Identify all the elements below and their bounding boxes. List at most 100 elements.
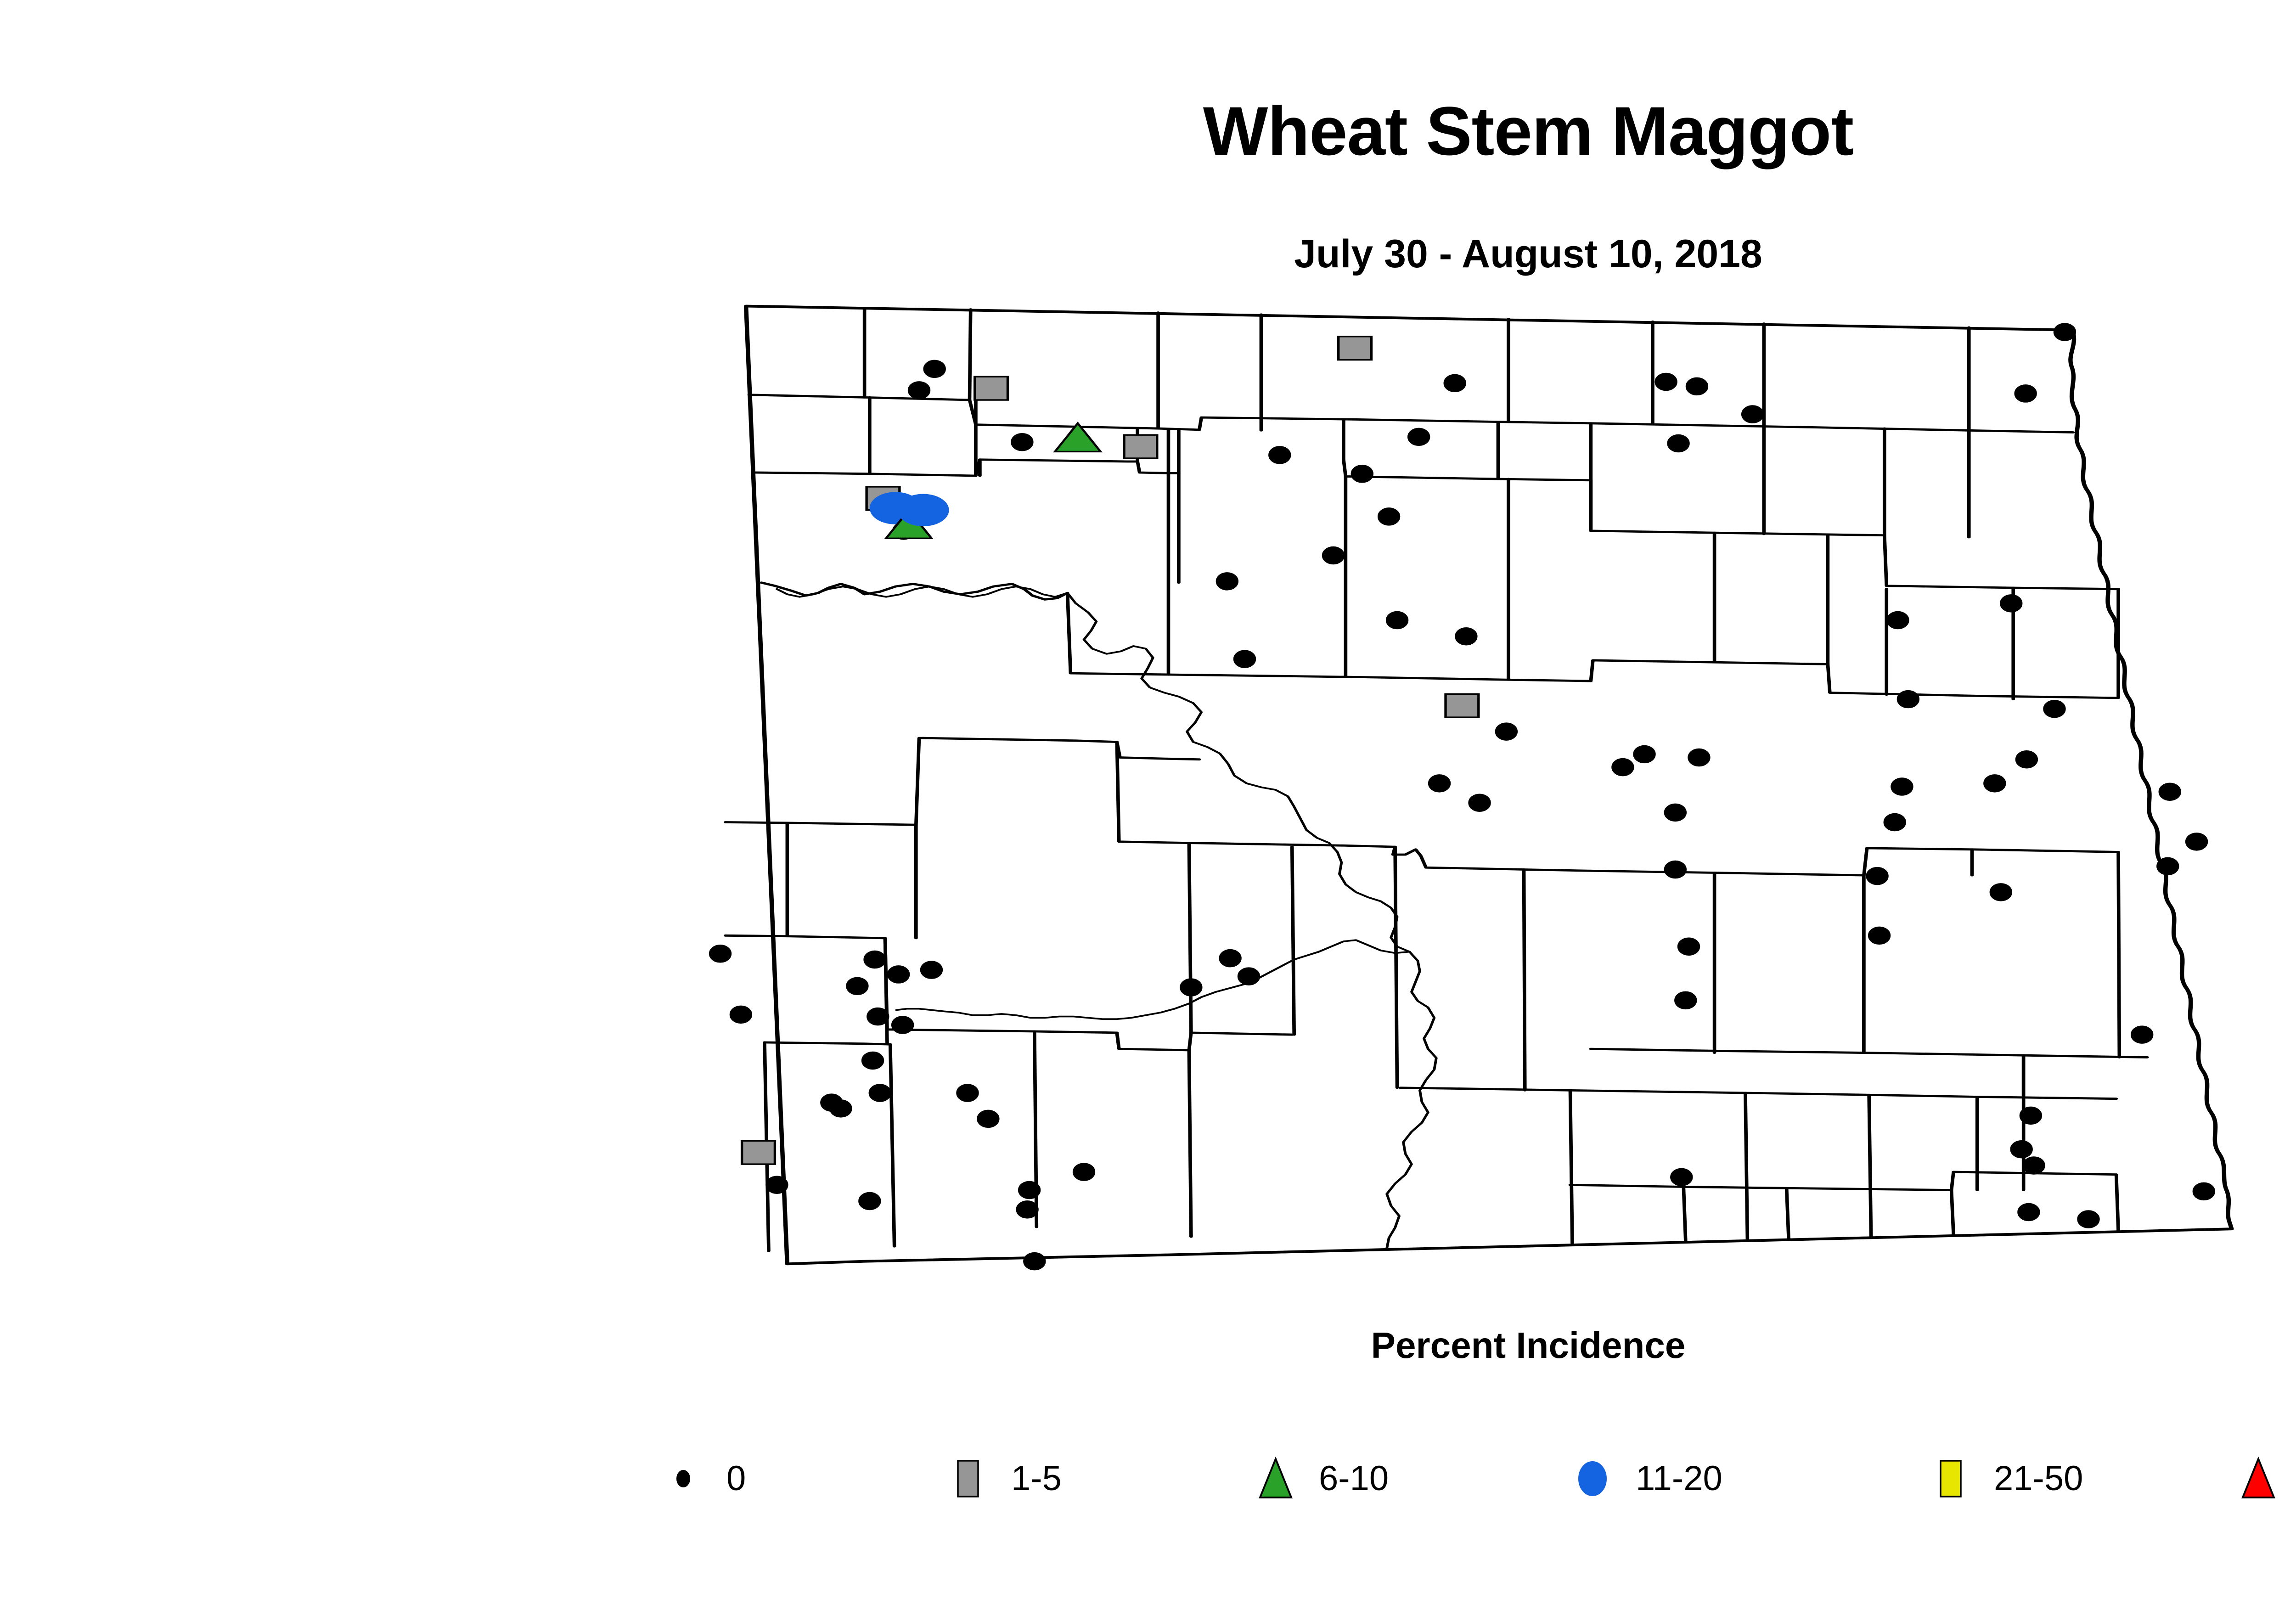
incidence-markers (709, 323, 2215, 1271)
map-marker (1237, 967, 1261, 985)
legend-entry[interactable]: 0 (661, 1433, 746, 1525)
map-marker (897, 494, 949, 527)
map-marker (977, 1109, 1000, 1128)
map-marker (1664, 860, 1687, 879)
legend-entry[interactable]: > 50 (2236, 1433, 2296, 1525)
triangle-swatch-icon (2236, 1453, 2280, 1504)
square-shape (1940, 1460, 1962, 1497)
map-marker (1883, 813, 1906, 832)
map-marker (868, 1084, 891, 1102)
map-marker (867, 1007, 889, 1026)
map-marker (1444, 693, 1480, 718)
map-marker (1891, 777, 1913, 796)
map-marker (1053, 422, 1103, 453)
map-marker (1407, 428, 1430, 446)
map-marker (923, 360, 946, 378)
square-swatch-icon (946, 1453, 990, 1504)
legend-entry[interactable]: 21-50 (1929, 1433, 2083, 1525)
page-title: Wheat Stem Maggot (1203, 92, 1854, 169)
map-marker (1677, 937, 1700, 956)
map-marker (1670, 1168, 1693, 1187)
north-dakota-map[interactable] (684, 285, 2291, 1295)
circle-shape (676, 1470, 690, 1487)
map-marker (974, 376, 1009, 401)
map-marker (2131, 1025, 2154, 1044)
map-marker (1495, 722, 1518, 741)
map-marker (1180, 978, 1203, 996)
map-marker (1233, 650, 1256, 668)
square-swatch-icon (1929, 1453, 1973, 1504)
map-marker (2053, 323, 2077, 341)
map-marker (1896, 690, 1920, 709)
map-marker (863, 950, 886, 969)
map-marker (858, 1192, 881, 1210)
map-marker (2185, 833, 2208, 851)
map-marker (1385, 611, 1409, 630)
map-marker (1377, 507, 1401, 526)
map-marker (1322, 546, 1345, 565)
map-marker (1072, 1163, 1096, 1181)
map-marker (887, 965, 910, 984)
map-marker (1016, 1200, 1039, 1219)
map-marker (2022, 1156, 2045, 1175)
map-marker (740, 1140, 777, 1165)
map-marker (1633, 745, 1656, 764)
map-marker (1989, 883, 2012, 901)
map-marker (2077, 1210, 2100, 1228)
map-marker (1011, 433, 1034, 451)
map-marker (1018, 1181, 1041, 1199)
map-marker (1868, 926, 1891, 945)
map-marker (1674, 991, 1697, 1010)
map-marker (729, 1005, 753, 1024)
map-marker (956, 1084, 979, 1102)
circle-swatch-icon (1570, 1453, 1615, 1504)
square-shape (957, 1460, 979, 1497)
map-marker (2014, 384, 2037, 403)
map-marker (1455, 627, 1478, 646)
map-marker (2017, 1203, 2040, 1222)
map-marker (1685, 377, 1709, 396)
map-marker (1611, 758, 1634, 777)
legend-entry-label: 11-20 (1636, 1459, 1722, 1498)
map-svg (709, 304, 2234, 1271)
map-marker (1886, 611, 1909, 630)
map-marker (861, 1051, 884, 1070)
legend-entry-label: 21-50 (1994, 1459, 2083, 1498)
legend-entry[interactable]: 11-20 (1570, 1433, 1722, 1525)
map-marker (2158, 782, 2181, 801)
legend-heading: Percent Incidence (1371, 1325, 1686, 1366)
legend-entry[interactable]: 6-10 (1254, 1433, 1389, 1525)
map-marker (1428, 774, 1451, 793)
map-marker (1667, 434, 1690, 453)
map-marker (2000, 594, 2023, 613)
map-marker (1123, 434, 1159, 459)
map-marker (1443, 374, 1466, 393)
map-marker (2019, 1106, 2043, 1125)
map-marker (1219, 949, 1242, 968)
map-marker (1741, 405, 1764, 423)
map-marker (1983, 774, 2006, 793)
map-marker (1664, 803, 1687, 822)
map-marker (1351, 465, 1373, 483)
triangle-shape (2241, 1456, 2275, 1498)
legend-entry-label: 1-5 (1011, 1459, 1062, 1498)
map-marker (2156, 857, 2179, 876)
circle-swatch-icon (661, 1453, 705, 1504)
map-marker (1688, 748, 1711, 767)
map-marker (765, 1176, 788, 1194)
county-boundaries (723, 304, 2234, 1266)
map-marker (2043, 699, 2066, 718)
map-marker (920, 961, 943, 979)
map-marker (891, 1016, 914, 1034)
map-marker (907, 381, 931, 400)
legend-entry-label: 0 (726, 1459, 746, 1498)
map-marker (829, 1099, 852, 1118)
map-marker (1216, 572, 1239, 591)
legend-entry-label: 6-10 (1319, 1459, 1389, 1498)
map-marker (709, 945, 732, 963)
map-marker (1468, 794, 1491, 812)
legend-entry[interactable]: 1-5 (946, 1433, 1062, 1525)
map-marker (1654, 372, 1677, 391)
triangle-swatch-icon (1254, 1453, 1298, 1504)
